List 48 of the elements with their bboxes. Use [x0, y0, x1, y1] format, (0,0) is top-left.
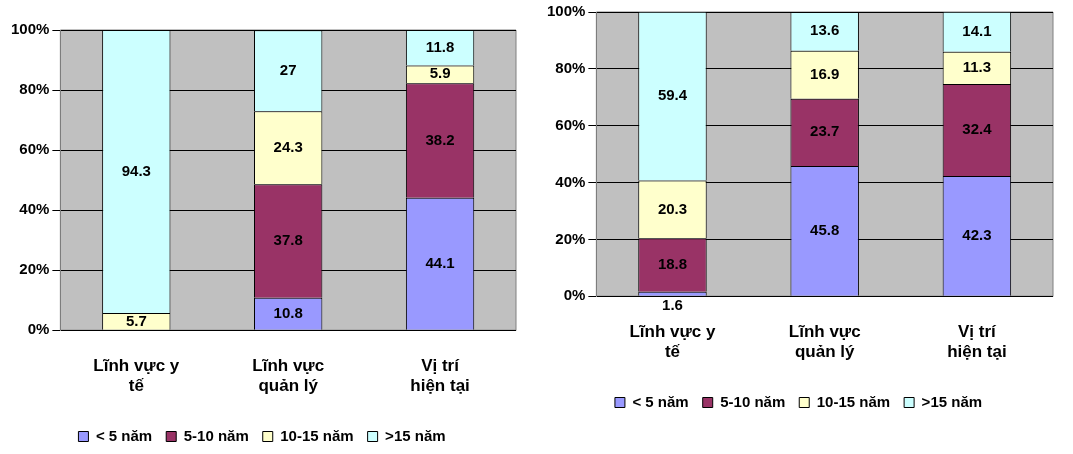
y-tick-label: 60% — [19, 140, 50, 158]
legend-label: 10-15 năm — [816, 392, 891, 410]
x-tick-label: Lĩnh vực y tế — [629, 322, 717, 362]
x-tick-label: Lĩnh vực quản lý — [788, 322, 861, 362]
data-label: 14.1 — [962, 21, 992, 39]
y-tick-label: 80% — [19, 80, 50, 98]
legend-label: >15 năm — [385, 426, 446, 444]
legend-label: 5-10 năm — [183, 426, 249, 444]
data-label: 59.4 — [657, 86, 688, 104]
legend-label: 10-15 năm — [280, 426, 354, 444]
data-label: 10.8 — [273, 303, 303, 321]
data-label: 13.6 — [810, 21, 840, 39]
y-tick-label: 100% — [546, 2, 586, 20]
data-label: 16.9 — [810, 64, 840, 82]
data-label: 45.8 — [810, 221, 840, 239]
data-label: 18.8 — [657, 255, 688, 273]
legend-label: 5-10 năm — [720, 392, 786, 410]
data-label: 44.1 — [425, 253, 455, 271]
y-tick-label: 80% — [555, 58, 586, 76]
data-label: 42.3 — [962, 225, 992, 243]
data-label: 11.8 — [425, 37, 455, 55]
y-tick-label: 40% — [555, 172, 586, 190]
x-tick-label: Lĩnh vực y tế — [93, 356, 180, 396]
x-tick-label: Lĩnh vực quản lý — [252, 356, 325, 396]
y-tick-label: 20% — [555, 229, 586, 247]
data-label: 1.6 — [662, 295, 683, 313]
data-label: 24.3 — [273, 137, 303, 155]
data-label: 23.7 — [810, 122, 840, 140]
data-label: 38.2 — [425, 130, 455, 148]
data-label: 37.8 — [273, 231, 303, 249]
y-tick-label: 20% — [19, 260, 50, 278]
data-label: 27 — [279, 60, 297, 78]
data-label: 5.9 — [429, 64, 451, 82]
data-label: 32.4 — [962, 120, 993, 138]
legend-label: < 5 năm — [632, 392, 689, 410]
x-tick-label: Vị trí hiện tại — [410, 356, 470, 396]
legend-label: >15 năm — [921, 392, 983, 410]
legend-label: < 5 năm — [95, 426, 153, 444]
data-label: 11.3 — [962, 57, 992, 75]
x-tick-label: Vị trí hiện tại — [947, 322, 1007, 362]
data-label: 94.3 — [121, 161, 151, 179]
y-tick-label: 0% — [27, 320, 50, 338]
y-tick-label: 60% — [555, 115, 586, 133]
y-tick-label: 100% — [10, 20, 50, 38]
y-tick-label: 0% — [563, 286, 586, 304]
data-label: 5.7 — [125, 311, 147, 329]
y-tick-label: 40% — [19, 200, 50, 218]
data-label: 20.3 — [657, 199, 688, 217]
